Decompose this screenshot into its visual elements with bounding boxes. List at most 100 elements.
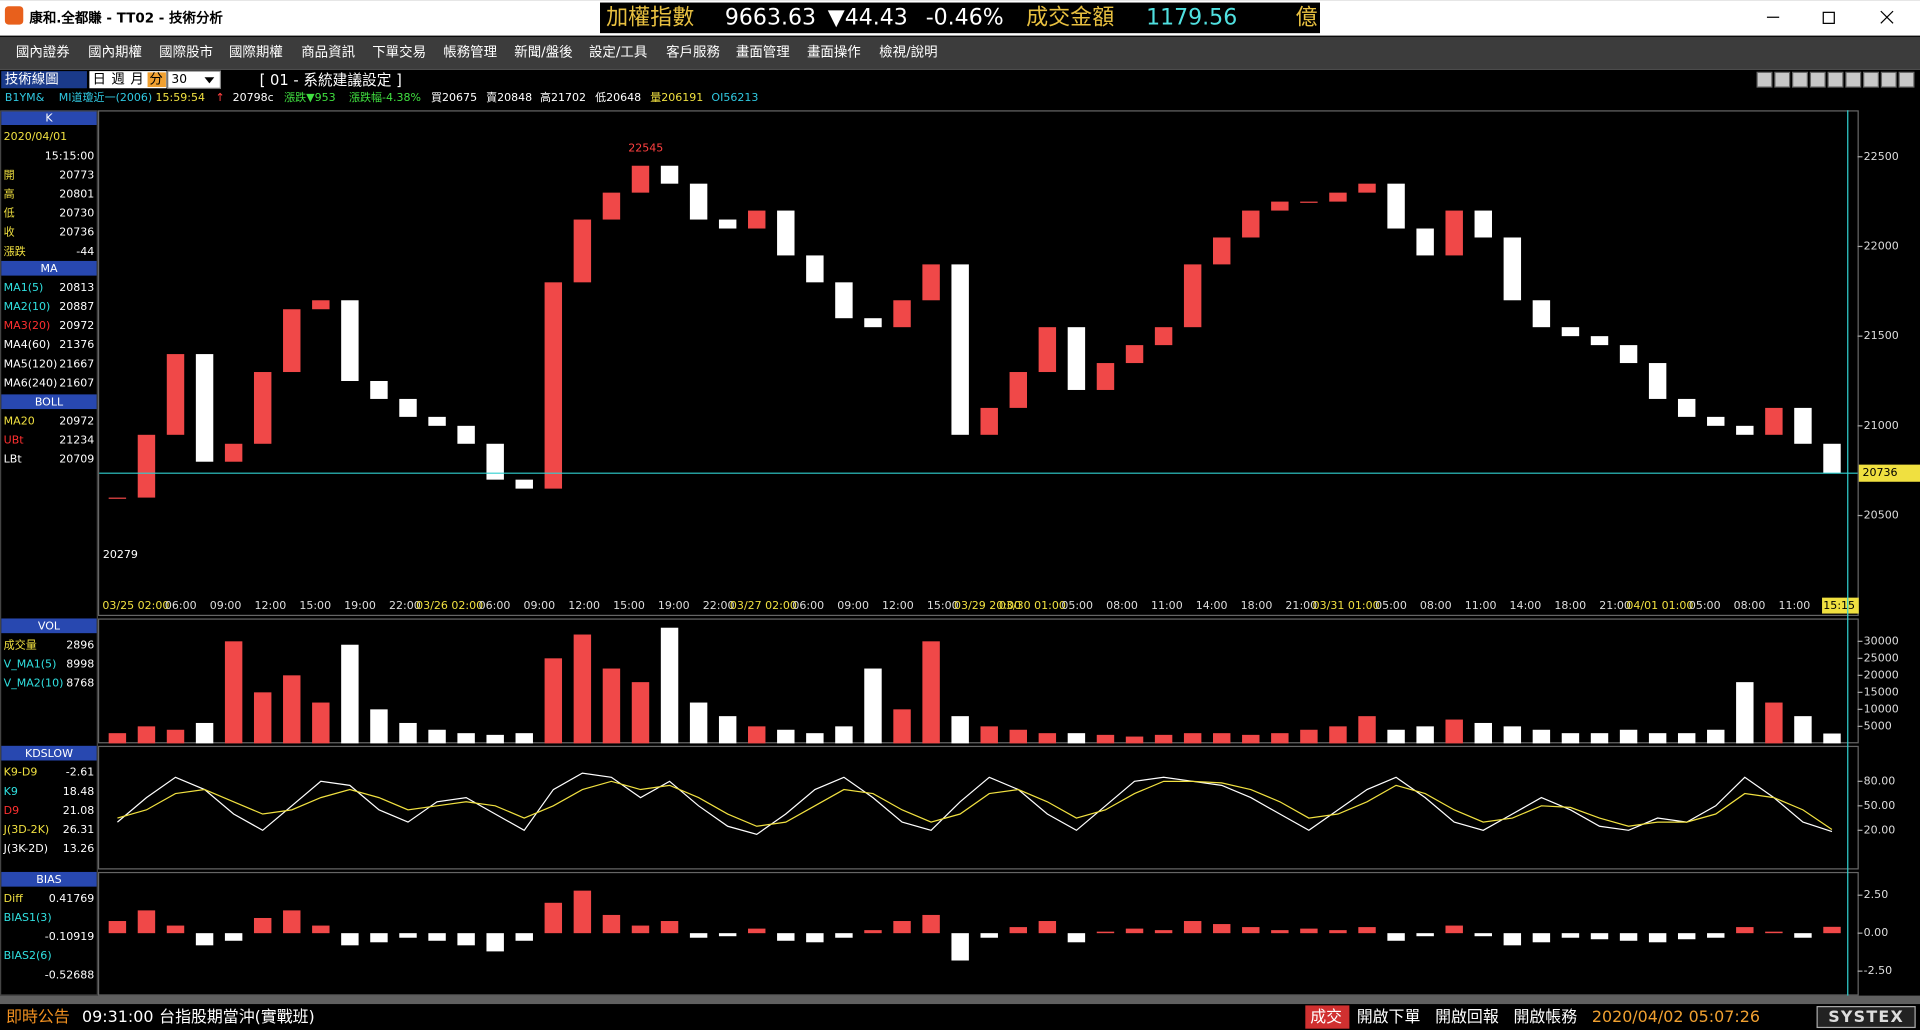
menu-item[interactable]: 設定/工具 <box>589 45 647 61</box>
candle <box>515 479 533 489</box>
menu-item[interactable]: 下單交易 <box>372 44 426 61</box>
menu-item[interactable]: 畫面操作 <box>807 45 861 61</box>
tool-icon[interactable] <box>1827 71 1844 88</box>
indicator-value: 21667 <box>59 357 94 370</box>
status-button[interactable]: 開啟下單 <box>1357 1007 1421 1026</box>
tool-icon[interactable] <box>1756 71 1773 88</box>
indicator-label: 2020/04/01 <box>4 130 68 143</box>
x-tick-label: 03/31 01:00 <box>1313 599 1380 612</box>
tool-icon[interactable] <box>1774 71 1791 88</box>
bar <box>1445 719 1463 744</box>
indicator-value: 15:15:00 <box>45 149 94 162</box>
bar <box>1242 927 1260 934</box>
x-tick-label: 19:00 <box>658 599 690 612</box>
quote-field: OI56213 <box>711 91 758 104</box>
status-button[interactable]: 開啟帳務 <box>1513 1007 1577 1026</box>
indicator-value: 20887 <box>59 300 94 313</box>
candle <box>1271 201 1289 211</box>
dropdown-arrow[interactable] <box>204 77 215 84</box>
menu-item[interactable]: 客戶服務 <box>666 44 720 61</box>
bar <box>951 716 969 744</box>
x-tick-label: 15:00 <box>613 599 645 612</box>
menu-item[interactable]: 國內期權 <box>88 45 142 61</box>
bar <box>1707 933 1725 938</box>
bar <box>224 933 243 941</box>
tool-icon[interactable] <box>1863 71 1879 88</box>
bar <box>428 729 446 744</box>
candle <box>195 354 214 462</box>
x-tick-label: 11:00 <box>1778 599 1810 612</box>
trade-button-bg <box>1305 1005 1350 1029</box>
candle <box>1677 398 1696 417</box>
y-tick-label: 20000 <box>1864 668 1899 681</box>
panel-header <box>1 110 97 125</box>
menu-item[interactable]: 國際股市 <box>159 44 213 61</box>
tool-icon[interactable] <box>1809 71 1826 88</box>
x-tick-label: 11:00 <box>1465 599 1497 612</box>
indicator-value: 20773 <box>59 168 94 181</box>
menu-item[interactable]: 新聞/盤後 <box>514 45 573 61</box>
bar <box>312 702 330 744</box>
bar <box>1212 733 1231 744</box>
menu-item[interactable]: 帳務管理 <box>443 45 497 61</box>
x-tick-label: 09:00 <box>523 599 555 612</box>
x-tick-label: 06:00 <box>792 599 824 612</box>
close-button[interactable] <box>1880 10 1894 24</box>
menu-item[interactable]: 國際期權 <box>229 45 283 61</box>
panel-title: BIAS <box>36 873 61 886</box>
menu-item[interactable]: 商品資訊 <box>301 45 355 61</box>
restore-button[interactable] <box>1822 11 1835 24</box>
ticker-box <box>600 2 1320 34</box>
tool-icon[interactable] <box>1845 71 1862 88</box>
status-button[interactable]: 開啟回報 <box>1435 1007 1499 1026</box>
tool-icon[interactable] <box>1880 71 1897 88</box>
y-tick-label: 20.00 <box>1864 823 1896 836</box>
indicator-label: MA1(5) <box>4 281 44 294</box>
bar <box>1009 927 1028 934</box>
bar <box>1736 927 1754 934</box>
ticker-change-pct: -0.46% <box>926 5 1004 30</box>
menu-item[interactable]: 國內證券 <box>16 44 70 61</box>
candle <box>166 354 185 435</box>
candle <box>1474 210 1492 238</box>
bar <box>922 641 940 744</box>
candle <box>1154 327 1173 346</box>
separator <box>0 68 1920 70</box>
period-option[interactable]: 週 <box>111 72 124 88</box>
candle <box>1532 300 1551 328</box>
bar <box>1009 729 1028 744</box>
interval-value[interactable]: 30 <box>171 72 187 86</box>
candle <box>1358 183 1376 193</box>
x-tick-label: 18:00 <box>1241 599 1273 612</box>
bar <box>370 709 388 744</box>
candle <box>1736 425 1754 435</box>
period-option[interactable]: 日 <box>92 73 105 88</box>
bar <box>631 682 650 744</box>
period-option[interactable]: 分 <box>149 72 162 88</box>
last-price-label: 20736 <box>1862 466 1897 479</box>
panel-title: KDSLOW <box>25 747 73 760</box>
bar <box>1067 733 1086 744</box>
period-option[interactable]: 月 <box>130 73 143 88</box>
interval-box[interactable] <box>167 70 222 89</box>
indicator-value: 2896 <box>66 638 94 651</box>
indicator-value: 20709 <box>59 453 94 466</box>
tool-icon[interactable] <box>1898 71 1915 88</box>
indicator-value: 20736 <box>59 226 94 239</box>
indicator-label: MA5(120) <box>4 357 58 370</box>
bar <box>660 627 679 744</box>
menu-item[interactable]: 檢視/說明 <box>879 44 937 61</box>
menu-item[interactable]: 畫面管理 <box>736 45 790 61</box>
status-button[interactable]: 成交 <box>1310 1007 1342 1026</box>
bar <box>341 644 359 744</box>
bar <box>428 933 446 941</box>
indicator-label: 高 <box>4 187 15 201</box>
indicator-value: 8768 <box>66 677 94 690</box>
setting-label[interactable]: [ 01 - 系統建議設定 ] <box>260 71 402 89</box>
y-tick-label: 20500 <box>1864 509 1899 522</box>
brand-box <box>1816 1006 1916 1029</box>
x-tick-label: 12:00 <box>255 599 287 612</box>
quote-field: 量206191 <box>650 91 703 104</box>
tool-icon[interactable] <box>1792 71 1808 88</box>
x-tick-label: 03/29 20:00 <box>954 599 1021 612</box>
